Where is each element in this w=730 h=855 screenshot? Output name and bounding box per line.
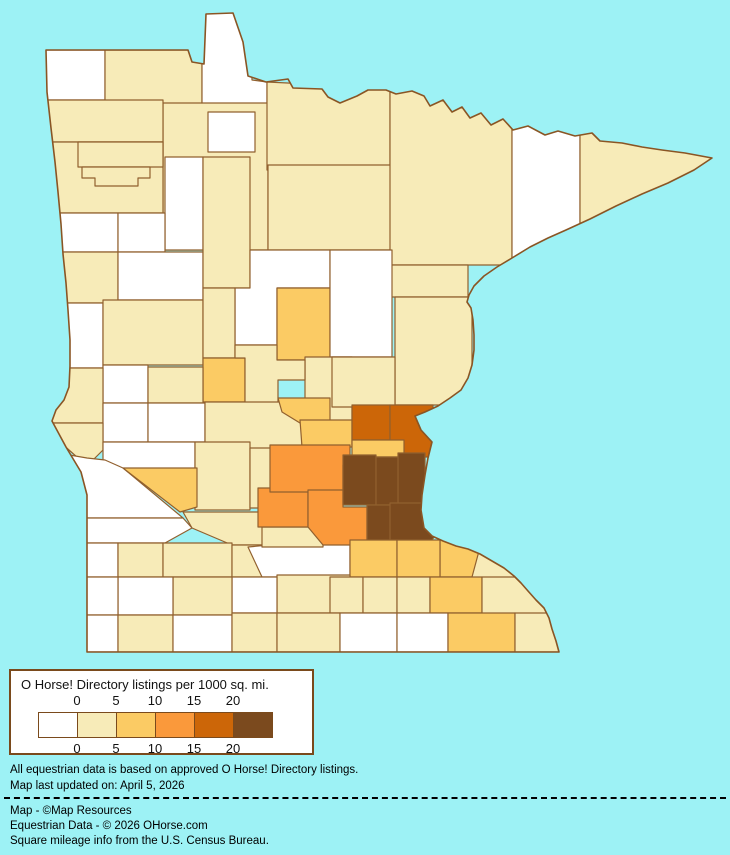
county-koochiching	[266, 81, 391, 171]
county-lake	[511, 107, 581, 271]
legend-tick-top-20: 20	[225, 693, 241, 708]
county-stevens	[102, 402, 149, 443]
county-lyon	[117, 542, 164, 578]
county-rice	[396, 539, 441, 578]
county-watonwan	[231, 576, 278, 614]
county-cottonwood	[172, 576, 233, 616]
county-pope	[147, 402, 206, 443]
county-olmsted	[429, 576, 483, 614]
county-wadena	[202, 287, 236, 359]
legend-tick-bottom-5: 5	[112, 741, 120, 756]
legend-swatch-1	[77, 712, 117, 738]
county-fillmore	[447, 612, 516, 652]
credit-equestrian-data: Equestrian Data - © 2026 OHorse.com	[10, 820, 208, 832]
county-traverse	[46, 367, 104, 424]
county-kanabec	[331, 356, 396, 408]
county-st-louis	[389, 87, 513, 266]
county-kandiyohi	[194, 441, 251, 511]
legend-tick-top-15: 15	[186, 693, 202, 708]
county-lincoln	[46, 542, 119, 578]
county-ramsey	[375, 456, 399, 506]
county-otter-tail	[102, 299, 204, 366]
county-itasca	[267, 164, 393, 251]
county-clay	[46, 251, 119, 304]
dashed-divider	[4, 797, 726, 799]
legend-title: O Horse! Directory listings per 1000 sq.…	[21, 677, 269, 692]
county-rock	[46, 614, 119, 652]
county-cook	[579, 117, 712, 251]
legend-tick-top-10: 10	[147, 693, 163, 708]
county-mcleod	[257, 487, 309, 528]
state-border	[45, 12, 713, 653]
legend-ticks-top: 0 5 10 15 20	[11, 693, 312, 708]
county-houston	[514, 612, 563, 652]
county-faribault	[276, 612, 341, 652]
county-chippewa	[122, 467, 198, 513]
county-wilkin	[46, 302, 104, 369]
note-last-updated: Map last updated on: April 5, 2026	[10, 780, 185, 792]
county-marshall	[46, 99, 164, 143]
county-waseca	[329, 576, 364, 614]
county-murray	[117, 576, 174, 616]
county-carlton	[389, 264, 469, 298]
county-roseau	[104, 49, 203, 104]
county-scott	[366, 504, 393, 543]
legend-tick-bottom-15: 15	[186, 741, 202, 756]
county-steele	[362, 576, 398, 614]
county-clearwater	[164, 156, 204, 251]
county-pine	[394, 296, 473, 406]
legend-ticks-bottom: 0 5 10 15 20	[11, 741, 312, 756]
county-grant	[102, 364, 149, 404]
county-winona	[481, 576, 556, 618]
legend-box: O Horse! Directory listings per 1000 sq.…	[9, 669, 314, 756]
legend-swatch-0	[38, 712, 78, 738]
legend-swatch-2	[116, 712, 156, 738]
county-jackson	[172, 614, 233, 652]
credit-square-mileage: Square mileage info from the U.S. Census…	[10, 835, 269, 847]
county-yellow-medicine	[46, 517, 193, 544]
legend-swatch-3	[155, 712, 195, 738]
county-le-sueur	[349, 539, 398, 578]
legend-tick-top-0: 0	[73, 693, 81, 708]
county-mower	[396, 612, 449, 652]
county-becker	[117, 251, 204, 301]
county-douglas	[147, 366, 204, 404]
county-dodge	[396, 576, 431, 614]
county-sherburne	[299, 419, 353, 448]
county-todd	[202, 357, 246, 403]
credit-map: Map - ©Map Resources	[10, 805, 132, 817]
legend-swatch-4	[194, 712, 234, 738]
county-morrison	[234, 344, 306, 413]
county-freeborn	[339, 612, 398, 652]
legend-tick-bottom-20: 20	[225, 741, 241, 756]
county-pipestone	[46, 576, 119, 616]
county-hennepin	[342, 454, 377, 506]
county-goodhue	[439, 537, 480, 578]
county-crow-wing	[276, 287, 331, 361]
note-data-source: All equestrian data is based on approved…	[10, 764, 359, 776]
county-nobles	[117, 614, 174, 652]
county-pennington	[77, 141, 164, 168]
county-mahnomen	[117, 212, 166, 253]
county-red-lake-county	[81, 166, 151, 187]
legend-swatch-5	[233, 712, 273, 738]
county-norman	[46, 212, 119, 253]
county-aitkin	[329, 249, 393, 358]
legend-tick-top-5: 5	[112, 693, 120, 708]
county-isanti	[351, 404, 391, 441]
legend-tick-bottom-0: 0	[73, 741, 81, 756]
county-upper-red-lake	[207, 111, 256, 153]
county-kittson	[46, 49, 106, 101]
legend-color-ramp	[38, 712, 273, 738]
county-redwood	[162, 542, 233, 578]
county-martin	[231, 612, 278, 652]
legend-tick-bottom-10: 10	[147, 741, 163, 756]
county-hubbard	[202, 156, 251, 289]
county-wright	[269, 444, 351, 493]
